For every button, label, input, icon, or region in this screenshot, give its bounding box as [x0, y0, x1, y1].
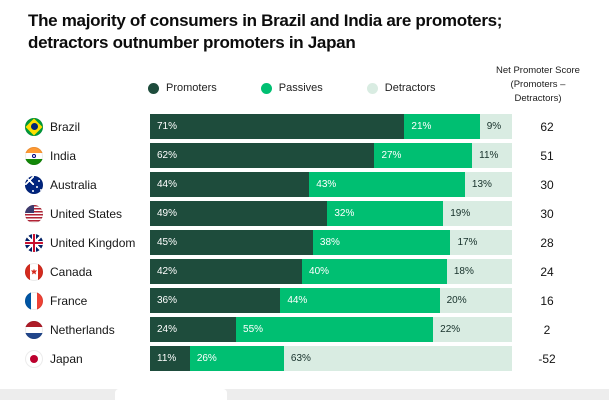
promoters-dot-icon — [148, 82, 159, 94]
stacked-bar: 24% 55% 22% — [150, 317, 512, 342]
netherlands-flag-icon — [25, 320, 43, 339]
stacked-bar: 45% 38% 17% — [150, 230, 512, 255]
canada-flag-icon — [25, 262, 43, 281]
detractors-segment: 20% — [439, 288, 512, 313]
chart-title: The majority of consumers in Brazil and … — [28, 11, 503, 53]
country-row: Canada 42% 40% 18% 24 — [0, 257, 609, 286]
country-name: Canada — [50, 264, 93, 279]
stacked-bar: 11% 26% 63% — [150, 346, 512, 371]
country-label: India — [0, 146, 150, 165]
detractors-segment: 19% — [443, 201, 512, 226]
nps-value: 2 — [543, 322, 551, 337]
detractors-segment: 22% — [433, 317, 512, 342]
country-label: Brazil — [0, 117, 150, 136]
promoters-segment: 24% — [150, 317, 237, 342]
nps-value: 51 — [540, 148, 554, 163]
legend-item-passives: Passives — [260, 82, 323, 94]
country-row: Netherlands 24% 55% 22% 2 — [0, 315, 609, 344]
country-label: United States — [0, 204, 150, 223]
legend-item-promoters: Promoters — [148, 82, 217, 94]
france-flag-icon — [25, 291, 43, 310]
nps-value: 62 — [540, 119, 554, 134]
nps-value: -52 — [538, 351, 556, 366]
country-name: Australia — [50, 177, 97, 192]
country-name: France — [50, 293, 88, 308]
stacked-bar: 42% 40% 18% — [150, 259, 512, 284]
country-label: Netherlands — [0, 320, 150, 339]
stacked-bar: 71% 21% 9% — [150, 114, 512, 139]
stacked-bar: 62% 27% 11% — [150, 143, 512, 168]
passives-segment: 21% — [404, 114, 480, 139]
legend-label: Detractors — [384, 82, 436, 94]
detractors-dot-icon — [366, 82, 378, 94]
detractors-segment: 13% — [464, 172, 512, 197]
legend-label: Passives — [278, 82, 323, 94]
passives-segment: 32% — [327, 201, 444, 226]
country-row: Japan 11% 26% 63% -52 — [0, 344, 609, 373]
detractors-segment: 9% — [479, 114, 512, 139]
country-row: France 36% 44% 20% 16 — [0, 286, 609, 315]
promoters-segment: 71% — [150, 114, 405, 139]
footer-box — [115, 389, 227, 400]
australia-flag-icon — [25, 175, 43, 194]
legend-item-detractors: Detractors — [366, 82, 436, 94]
passives-segment: 27% — [374, 143, 473, 168]
country-row: United States 49% 32% 19% 30 — [0, 199, 609, 228]
detractors-segment: 18% — [446, 259, 512, 284]
footer-strip — [0, 389, 609, 400]
country-label: Australia — [0, 175, 150, 194]
country-label: France — [0, 291, 150, 310]
country-name: Japan — [50, 351, 83, 366]
country-name: India — [50, 148, 77, 163]
nps-value: 24 — [540, 264, 554, 279]
country-label: Canada — [0, 262, 150, 281]
passives-segment: 38% — [312, 230, 451, 255]
united-kingdom-flag-icon — [25, 233, 43, 252]
country-row: United Kingdom 45% 38% 17% 28 — [0, 228, 609, 257]
promoters-segment: 49% — [150, 201, 328, 226]
country-name: United Kingdom — [50, 235, 136, 250]
country-row: India 62% 27% 11% 51 — [0, 141, 609, 170]
promoters-segment: 42% — [150, 259, 303, 284]
passives-segment: 26% — [189, 346, 284, 371]
passives-dot-icon — [260, 82, 272, 94]
rows: Brazil 71% 21% 9% 62 India 62% 27% 11% 51 Australi… — [0, 112, 609, 373]
country-row: Australia 44% 43% 13% 30 — [0, 170, 609, 199]
promoters-segment: 62% — [150, 143, 375, 168]
passives-segment: 55% — [236, 317, 434, 342]
nps-value: 30 — [540, 206, 554, 221]
legend-label: Promoters — [166, 82, 217, 94]
stacked-bar: 49% 32% 19% — [150, 201, 512, 226]
country-label: Japan — [0, 349, 150, 368]
detractors-segment: 11% — [472, 143, 512, 168]
promoters-segment: 11% — [150, 346, 190, 371]
detractors-segment: 17% — [450, 230, 512, 255]
passives-segment: 40% — [302, 259, 447, 284]
brazil-flag-icon — [25, 117, 43, 136]
country-name: United States — [50, 206, 123, 221]
country-label: United Kingdom — [0, 233, 150, 252]
promoters-segment: 44% — [150, 172, 310, 197]
nps-value: 16 — [540, 293, 554, 308]
promoters-segment: 45% — [150, 230, 313, 255]
india-flag-icon — [25, 146, 43, 165]
nps-value: 30 — [540, 177, 554, 192]
detractors-segment: 63% — [283, 346, 512, 371]
promoters-segment: 36% — [150, 288, 281, 313]
legend: Promoters Passives Detractors — [148, 82, 436, 94]
united-states-flag-icon — [25, 204, 43, 223]
stacked-bar: 44% 43% 13% — [150, 172, 512, 197]
country-name: Brazil — [50, 119, 81, 134]
passives-segment: 43% — [309, 172, 465, 197]
country-row: Brazil 71% 21% 9% 62 — [0, 112, 609, 141]
stacked-bar: 36% 44% 20% — [150, 288, 512, 313]
japan-flag-icon — [25, 349, 43, 368]
nps-column-header: Net Promoter Score (Promoters – Detracto… — [496, 65, 580, 104]
country-name: Netherlands — [50, 322, 115, 337]
passives-segment: 44% — [280, 288, 440, 313]
nps-value: 28 — [540, 235, 554, 250]
